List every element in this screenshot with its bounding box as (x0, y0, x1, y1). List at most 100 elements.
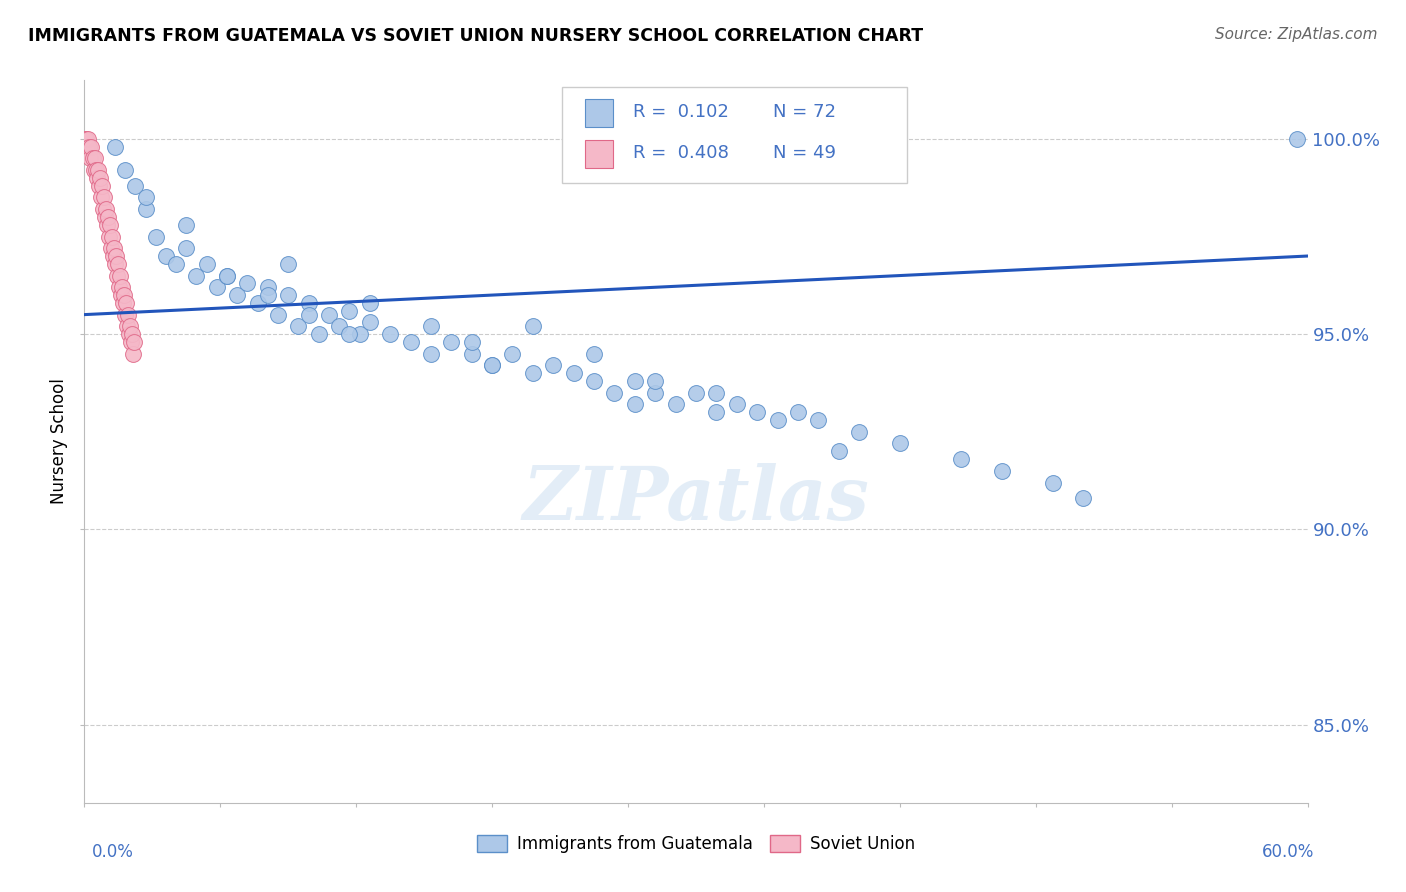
Point (665, 397, 688, 411)
Text: Source: ZipAtlas.com: Source: ZipAtlas.com (1215, 27, 1378, 42)
Point (217, 268, 239, 283)
Point (83, 152, 105, 166)
Point (205, 280, 228, 294)
Point (1042, 475, 1064, 490)
Point (502, 346, 524, 360)
Point (115, 319, 138, 334)
Point (848, 425, 870, 439)
Point (562, 366, 585, 380)
Point (583, 346, 606, 360)
Point (93, 190, 115, 204)
Point (644, 374, 666, 388)
Point (82, 152, 104, 166)
Point (267, 308, 290, 322)
Point (217, 268, 239, 283)
Point (359, 296, 381, 310)
Point (124, 334, 146, 349)
Point (110, 288, 132, 302)
Point (89, 170, 111, 185)
Text: ZIPatlas: ZIPatlas (523, 463, 869, 535)
Point (583, 374, 606, 388)
Point (104, 257, 127, 271)
Point (246, 296, 269, 310)
Point (96, 218, 118, 232)
Point (155, 249, 177, 263)
Point (522, 319, 544, 334)
Point (236, 277, 259, 291)
Point (889, 436, 911, 450)
Point (257, 288, 280, 302)
Point (339, 303, 361, 318)
Point (287, 319, 309, 334)
Point (174, 218, 197, 232)
Point (787, 405, 810, 419)
Point (90, 178, 112, 193)
Point (380, 327, 402, 342)
Point (79, 152, 101, 166)
Point (124, 178, 146, 193)
Point (195, 257, 218, 271)
Point (75, 132, 97, 146)
Point (103, 241, 125, 255)
Point (747, 405, 769, 419)
Text: 60.0%: 60.0% (1263, 843, 1315, 861)
Text: R =  0.102: R = 0.102 (633, 103, 728, 120)
Point (79, 139, 101, 153)
Text: IMMIGRANTS FROM GUATEMALA VS SOVIET UNION NURSERY SCHOOL CORRELATION CHART: IMMIGRANTS FROM GUATEMALA VS SOVIET UNIO… (28, 27, 924, 45)
Point (603, 385, 626, 400)
Point (706, 405, 728, 419)
Point (121, 327, 143, 342)
Point (298, 308, 321, 322)
Point (543, 359, 565, 373)
Point (725, 397, 748, 411)
Point (118, 327, 141, 342)
Point (111, 280, 134, 294)
Point (114, 308, 136, 322)
Point (298, 296, 321, 310)
Point (226, 288, 249, 302)
Point (84, 163, 107, 178)
Point (135, 202, 157, 216)
Point (101, 229, 124, 244)
Point (461, 346, 484, 360)
Point (97, 229, 120, 244)
Point (101, 249, 124, 263)
Point (420, 319, 443, 334)
Point (1073, 491, 1095, 505)
Point (114, 163, 136, 178)
Point (122, 346, 145, 360)
Text: R =  0.408: R = 0.408 (633, 144, 728, 161)
Point (90, 190, 112, 204)
Y-axis label: Nursery School: Nursery School (51, 378, 69, 505)
Point (991, 464, 1014, 478)
Point (624, 397, 647, 411)
Point (481, 359, 503, 373)
Legend: Immigrants from Guatemala, Soviet Union: Immigrants from Guatemala, Soviet Union (471, 828, 921, 860)
Point (117, 308, 139, 322)
Point (115, 296, 138, 310)
Text: N = 72: N = 72 (773, 103, 837, 120)
Point (766, 413, 789, 427)
Point (76, 139, 98, 153)
Point (97, 210, 120, 224)
Point (83, 163, 105, 178)
Point (77, 132, 100, 146)
Point (94, 202, 117, 216)
Point (186, 268, 208, 283)
Point (165, 257, 187, 271)
Point (1286, 132, 1309, 146)
Point (145, 229, 167, 244)
Point (93, 210, 115, 224)
Point (522, 366, 544, 380)
Point (86, 170, 108, 185)
Point (277, 257, 299, 271)
Point (359, 315, 381, 329)
Point (644, 385, 666, 400)
Point (105, 268, 128, 283)
Point (112, 288, 135, 302)
Point (108, 268, 131, 283)
Point (120, 334, 142, 349)
Point (318, 308, 340, 322)
Point (100, 241, 122, 255)
Point (91, 202, 114, 216)
